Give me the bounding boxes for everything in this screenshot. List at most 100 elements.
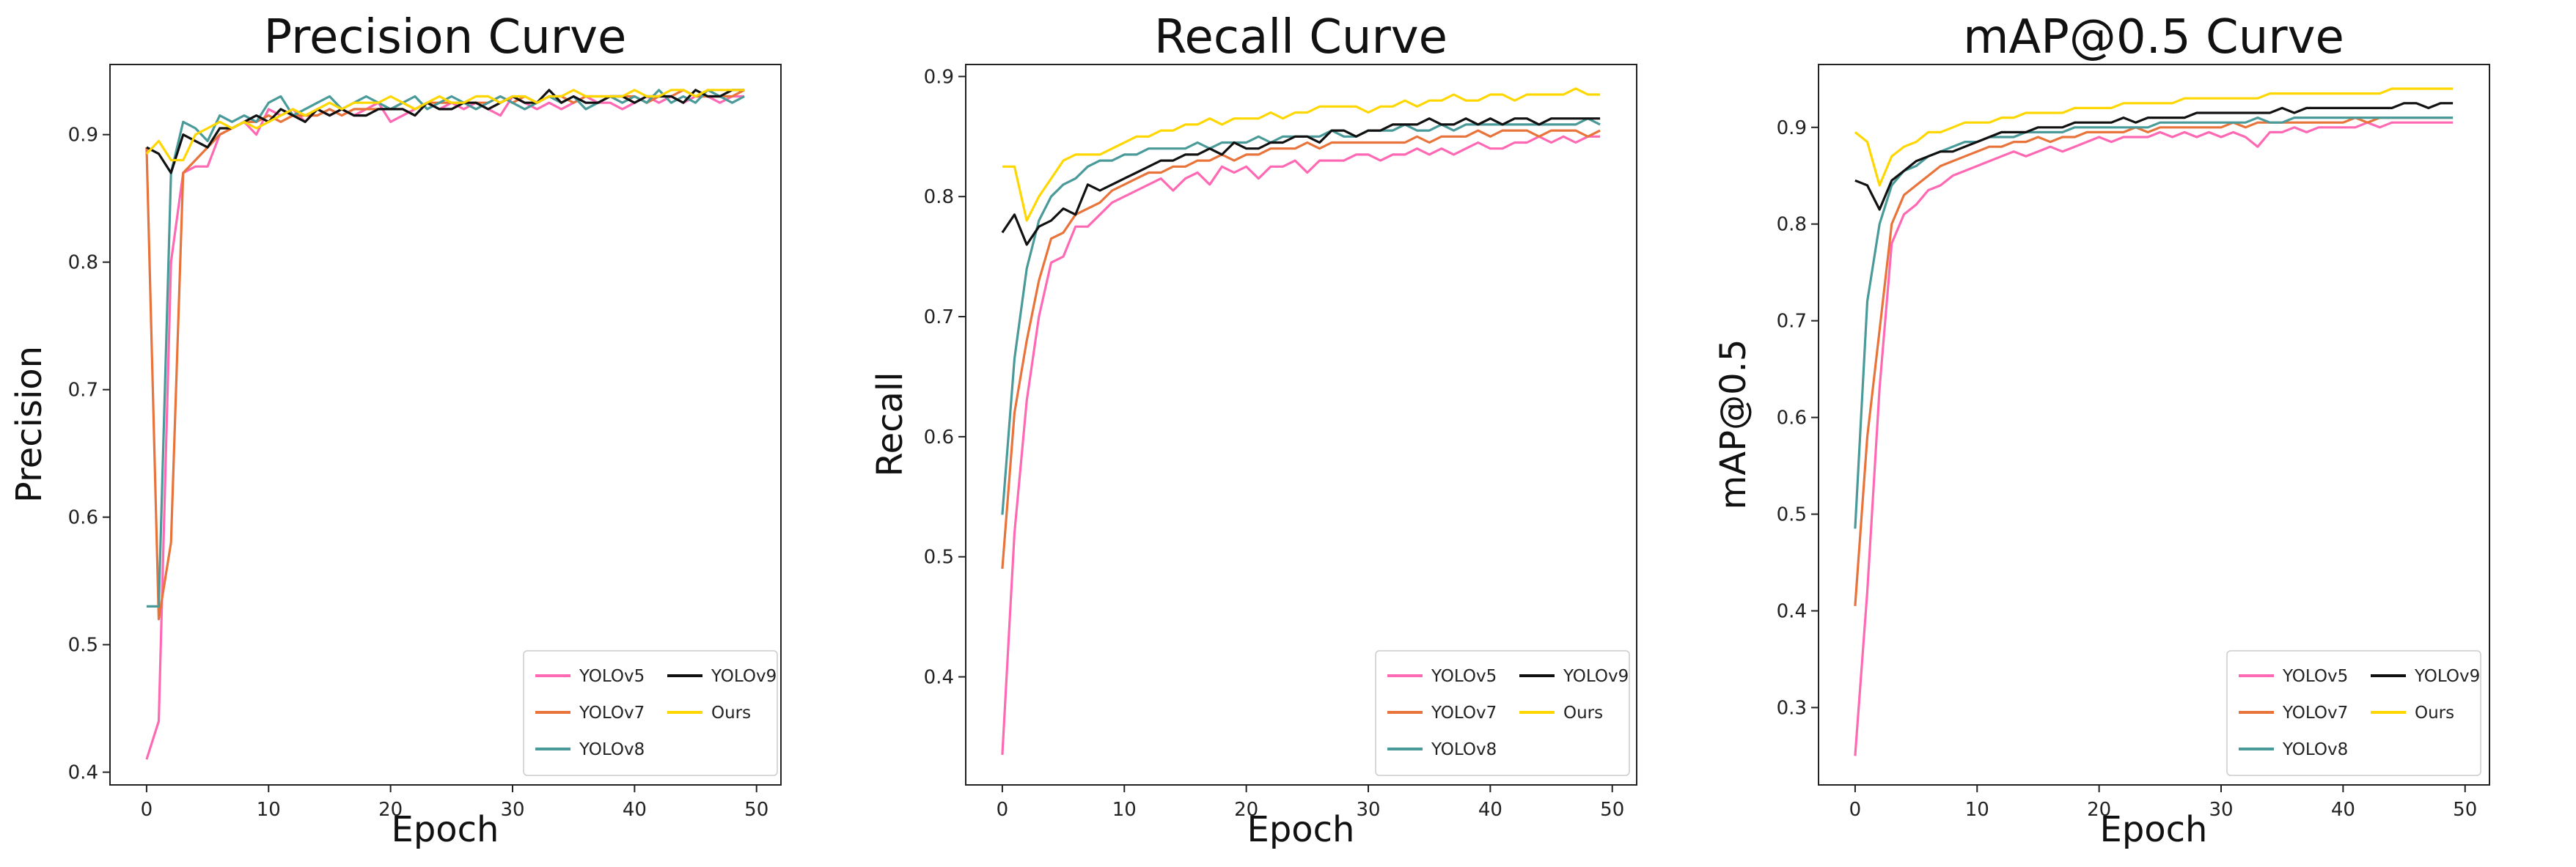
series-line-yolov5 — [1854, 121, 2454, 756]
plot-frame — [965, 64, 1637, 786]
legend-item: Ours — [1519, 704, 1603, 723]
y-axis-label: mAP@0.5 — [1713, 339, 1754, 510]
legend-item: YOLOv7 — [2239, 704, 2348, 723]
legend-label: YOLOv5 — [579, 667, 645, 686]
y-tick-label: 0.6 — [1777, 407, 1807, 429]
x-tick-label: 20 — [1234, 799, 1258, 821]
x-tick-label: 30 — [500, 799, 524, 821]
legend-label: YOLOv9 — [2414, 667, 2480, 686]
legend-item: YOLOv9 — [2371, 667, 2480, 686]
precision-panel: Precision Curve Epoch Precision 0 10 20 30 4… — [9, 10, 782, 850]
y-tick-label: 0.9 — [924, 66, 954, 88]
legend-item: YOLOv5 — [535, 667, 645, 686]
legend-item: YOLOv8 — [2239, 740, 2348, 759]
series-line-yolov8 — [146, 89, 745, 608]
x-tick-label: 10 — [257, 799, 281, 821]
legend: YOLOv5 YOLOv7 YOLOv8 YOLOv9 Ours — [2226, 650, 2481, 776]
series-line-yolov7 — [145, 89, 745, 621]
legend-item: YOLOv8 — [535, 740, 645, 759]
x-tick-label: 20 — [2087, 799, 2111, 821]
plot-frame — [1818, 64, 2490, 786]
x-tick-label: 50 — [744, 799, 768, 821]
x-tick-label: 10 — [1112, 799, 1137, 821]
legend-label: YOLOv5 — [2282, 667, 2348, 686]
y-tick-label: 0.7 — [68, 380, 98, 402]
series-line-yolov7 — [1001, 129, 1601, 569]
legend-item: YOLOv9 — [1519, 667, 1629, 686]
y-tick-label: 0.8 — [924, 186, 954, 208]
x-tick-label: 30 — [2209, 799, 2233, 821]
series-line-ours — [1002, 87, 1601, 222]
legend-label: Ours — [711, 704, 751, 723]
legend-item: YOLOv5 — [2239, 667, 2348, 686]
x-tick-label: 10 — [1965, 799, 1989, 821]
legend-item: YOLOv8 — [1387, 740, 1497, 759]
legend-label: YOLOv7 — [1431, 704, 1497, 723]
panel-title: mAP@0.5 Curve — [1963, 10, 2344, 64]
plot-frame — [109, 64, 782, 786]
panel-title: Precision Curve — [264, 10, 627, 64]
legend-item: Ours — [2371, 704, 2454, 723]
y-tick-label: 0.7 — [924, 306, 954, 328]
y-axis-label: Precision — [9, 346, 50, 503]
recall-panel: Recall Curve Epoch Recall 0 10 20 30 40 50 0.4… — [870, 10, 1637, 850]
legend-label: YOLOv8 — [2282, 740, 2348, 759]
y-tick-label: 0.6 — [924, 427, 954, 449]
series-line-yolov5 — [1001, 135, 1601, 756]
legend-box — [523, 650, 778, 776]
y-tick-label: 0.4 — [68, 762, 98, 784]
legend-box — [2226, 650, 2481, 776]
x-tick-label: 0 — [997, 799, 1009, 821]
map-panel: mAP@0.5 Curve Epoch mAP@0.5 0 10 20 30 40 50 0… — [1713, 10, 2490, 850]
series-line-yolov7 — [1854, 117, 2454, 607]
legend-item: YOLOv7 — [535, 704, 645, 723]
x-tick-label: 20 — [378, 799, 403, 821]
x-axis-label: Epoch — [1247, 809, 1355, 850]
y-tick-label: 0.9 — [1777, 117, 1807, 139]
series-line-yolov8 — [1001, 117, 1601, 515]
series-line-ours — [1854, 87, 2454, 187]
x-tick-label: 40 — [1478, 799, 1502, 821]
legend-label: YOLOv7 — [579, 704, 645, 723]
y-tick-label: 0.5 — [68, 635, 98, 657]
legend-label: YOLOv7 — [2282, 704, 2348, 723]
legend-item: Ours — [667, 704, 751, 723]
x-tick-label: 40 — [623, 799, 647, 821]
legend-box — [1375, 650, 1630, 776]
y-tick-label: 0.8 — [1777, 214, 1807, 236]
legend-item: YOLOv9 — [667, 667, 777, 686]
legend-label: YOLOv5 — [1431, 667, 1497, 686]
series-line-yolov9 — [146, 89, 745, 174]
series-lines — [1001, 87, 1601, 756]
y-tick-label: 0.4 — [1777, 600, 1807, 622]
x-axis-label: Epoch — [392, 809, 499, 850]
y-tick-label: 0.8 — [68, 252, 98, 274]
x-tick-label: 40 — [2331, 799, 2355, 821]
legend-label: YOLOv8 — [579, 740, 645, 759]
x-tick-label: 0 — [141, 799, 153, 821]
x-tick-label: 0 — [1849, 799, 1862, 821]
series-lines — [145, 89, 745, 760]
x-axis-label: Epoch — [2100, 809, 2208, 850]
y-tick-label: 0.3 — [1777, 697, 1807, 719]
x-tick-label: 50 — [1600, 799, 1624, 821]
y-tick-label: 0.5 — [924, 547, 954, 569]
series-line-yolov9 — [1854, 102, 2454, 211]
y-tick-label: 0.4 — [924, 667, 954, 689]
panel-title: Recall Curve — [1154, 10, 1447, 64]
y-tick-label: 0.6 — [68, 507, 98, 529]
series-line-yolov8 — [1854, 117, 2454, 529]
series-lines — [1854, 87, 2454, 756]
y-tick-label: 0.7 — [1777, 311, 1807, 333]
y-tick-label: 0.5 — [1777, 504, 1807, 526]
legend-item: YOLOv7 — [1387, 704, 1497, 723]
legend: YOLOv5 YOLOv7 YOLOv8 YOLOv9 Ours — [523, 650, 778, 776]
legend-label: Ours — [1563, 704, 1603, 723]
legend-label: YOLOv8 — [1431, 740, 1497, 759]
legend-label: YOLOv9 — [1563, 667, 1629, 686]
x-tick-label: 50 — [2453, 799, 2477, 821]
legend-item: YOLOv5 — [1387, 667, 1497, 686]
series-line-ours — [145, 89, 745, 162]
legend: YOLOv5 YOLOv7 YOLOv8 YOLOv9 Ours — [1375, 650, 1630, 776]
